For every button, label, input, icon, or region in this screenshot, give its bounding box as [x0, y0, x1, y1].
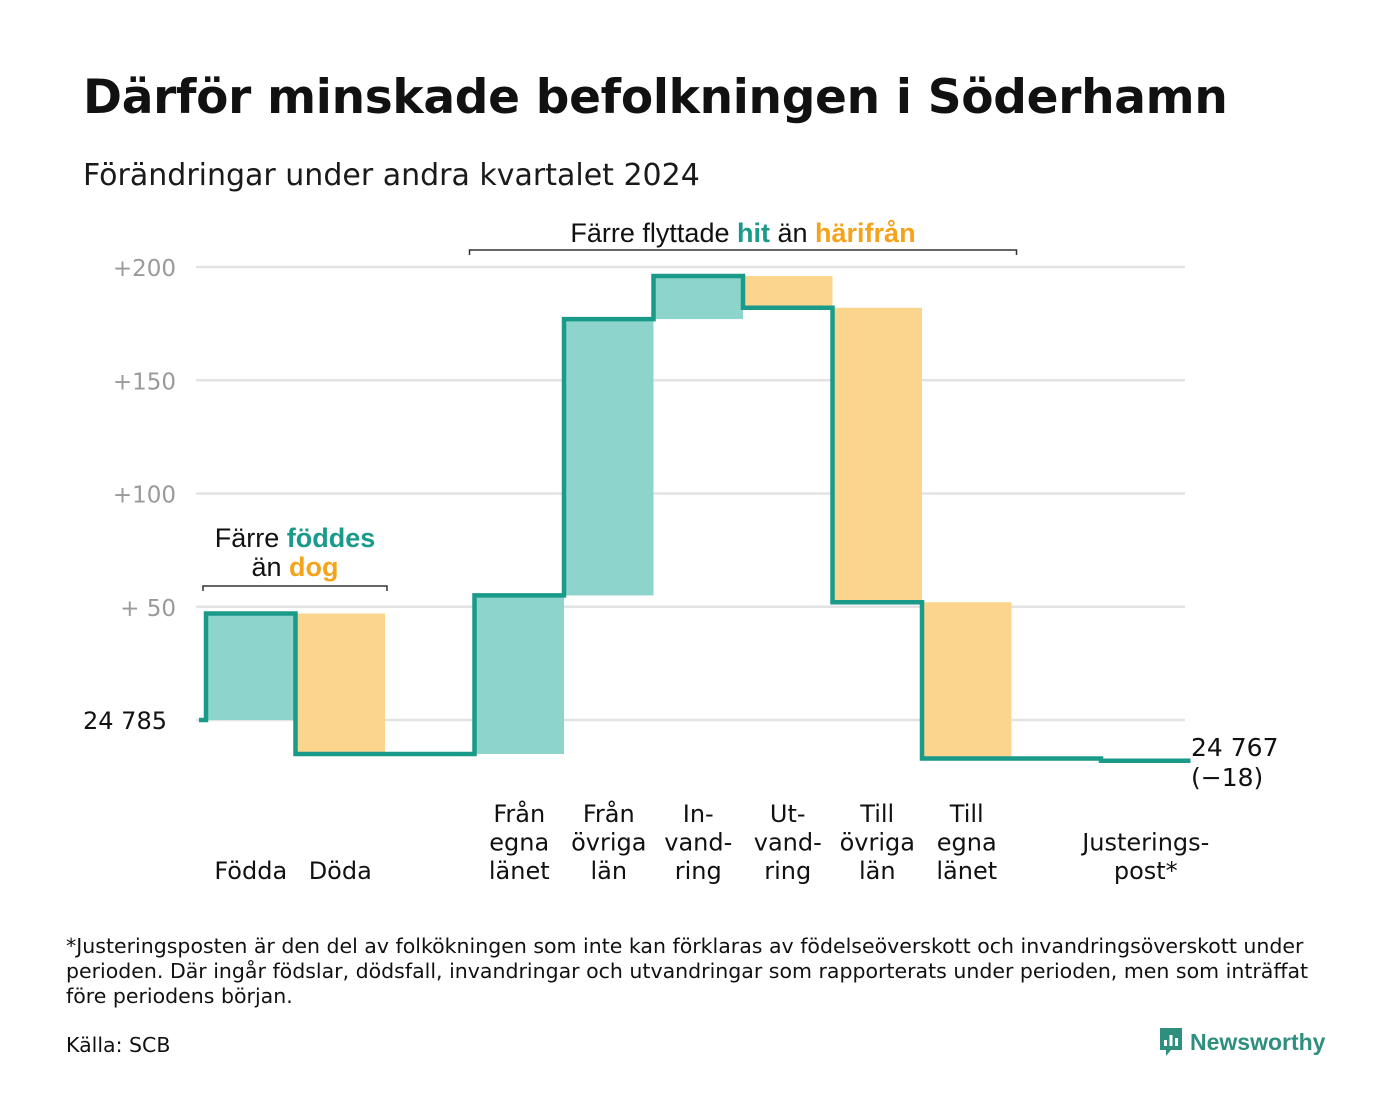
category-label: ring: [675, 857, 722, 885]
births-annotation-line1: Färre föddes: [215, 523, 376, 553]
end-change-label: (−18): [1191, 763, 1263, 792]
births-annotation-line2: än dog: [251, 552, 338, 582]
category-label: vand-: [754, 829, 822, 857]
cumulative-step-line: [199, 273, 1191, 764]
brand-logo: Newsworthy: [1158, 1026, 1325, 1058]
waterfall-chart: + 50 +100 +150 +200 24 785 24 767(−18) Födda Dö…: [83, 218, 1278, 885]
category-label: egna: [489, 829, 549, 857]
category-label: ring: [764, 857, 811, 885]
start-value-label: 24 785: [83, 707, 167, 735]
category-label: In-: [683, 800, 714, 828]
category-label: länet: [936, 857, 997, 885]
footnote: *Justeringsposten är den del av folkökni…: [66, 934, 1309, 1008]
brand-name: Newsworthy: [1190, 1028, 1326, 1055]
births-annotation-bracket: [202, 585, 388, 591]
category-label: Från: [493, 799, 545, 828]
chart-subtitle: Förändringar under andra kvartalet 2024: [83, 158, 700, 193]
category-label: län: [590, 857, 627, 885]
waterfall-bar: [474, 595, 564, 754]
category-label: egna: [937, 829, 997, 857]
waterfall-bar: [743, 276, 833, 308]
category-label: Döda: [309, 857, 372, 885]
category-label: Ut-: [770, 800, 806, 828]
category-label: post*: [1114, 857, 1178, 885]
category-label: länet: [489, 857, 550, 885]
end-value-label: 24 767: [1191, 733, 1278, 762]
y-tick-label: +100: [113, 483, 176, 509]
migration-annotation: Färre flyttade hit än härifrån: [570, 218, 915, 248]
category-label: övriga: [571, 829, 646, 857]
category-label: Justerings-: [1080, 829, 1209, 857]
newsworthy-logo-icon: [1160, 1028, 1182, 1056]
category-label: övriga: [840, 829, 915, 857]
category-label: Till: [859, 800, 894, 828]
waterfall-bar: [832, 307, 922, 603]
category-label: vand-: [664, 829, 732, 857]
category-label: Till: [949, 800, 984, 828]
migration-annotation-bracket: [468, 249, 1018, 255]
category-label: Födda: [214, 857, 287, 885]
y-tick-label: +200: [113, 256, 176, 282]
waterfall-bar: [206, 613, 296, 720]
y-tick-label: +150: [113, 369, 176, 395]
category-label: län: [859, 857, 896, 885]
waterfall-bar: [564, 319, 654, 596]
category-label: Från: [583, 799, 635, 828]
waterfall-bar: [922, 602, 1012, 759]
waterfall-bar: [295, 613, 385, 754]
source-note: Källa: SCB: [66, 1033, 171, 1057]
chart-title: Därför minskade befolkningen i Söderhamn: [83, 70, 1228, 125]
y-tick-label: + 50: [120, 596, 176, 622]
waterfall-bar: [653, 276, 743, 320]
